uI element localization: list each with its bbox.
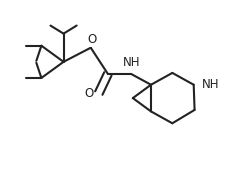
Text: NH: NH bbox=[202, 78, 220, 91]
Text: NH: NH bbox=[123, 56, 140, 69]
Text: O: O bbox=[88, 33, 97, 46]
Text: O: O bbox=[84, 87, 93, 100]
